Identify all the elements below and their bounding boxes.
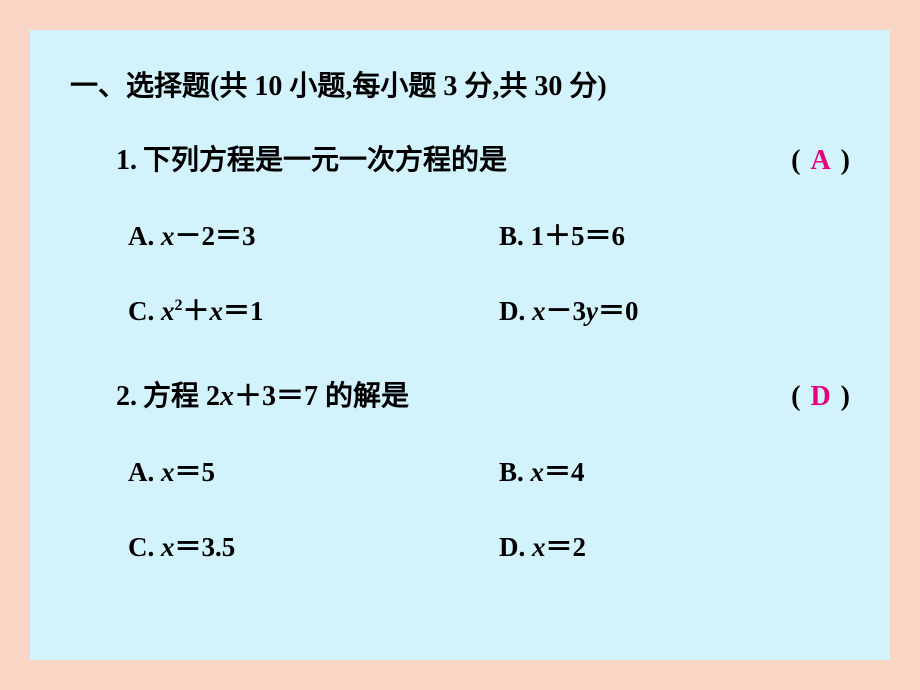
paren-open: (: [791, 381, 800, 413]
option-expr: x＝5: [161, 457, 215, 487]
question-1-answer: A: [800, 145, 840, 177]
question-1-option-a: A. x－2＝3: [128, 214, 479, 253]
question-1-number: 1.: [116, 145, 137, 177]
paren-close: ): [841, 145, 850, 177]
option-label: C.: [128, 296, 154, 326]
option-expr: x－2＝3: [161, 221, 256, 251]
option-expr: x＝2: [532, 532, 586, 562]
question-1-options: A. x－2＝3 B. 1＋5＝6 C. x2＋x＝1 D. x－3y＝0: [128, 214, 850, 328]
option-label: A.: [128, 457, 154, 487]
question-2-answer: D: [800, 381, 840, 413]
paren-open: (: [791, 145, 800, 177]
option-expr: x2＋x＝1: [161, 296, 264, 326]
question-2: 2. 方程 2x＋3＝7 的解是 ( D ) A. x＝5 B. x＝4 C. …: [116, 374, 850, 564]
question-2-option-d: D. x＝2: [499, 525, 850, 564]
question-2-stem: 2. 方程 2x＋3＝7 的解是 ( D ): [116, 374, 850, 414]
slide-page: 一、选择题(共 10 小题,每小题 3 分,共 30 分) 1. 下列方程是一元…: [30, 30, 890, 660]
question-1-stem: 1. 下列方程是一元一次方程的是 ( A ): [116, 138, 850, 178]
question-1-option-c: C. x2＋x＝1: [128, 289, 479, 328]
question-1: 1. 下列方程是一元一次方程的是 ( A ) A. x－2＝3 B. 1＋5＝6…: [116, 138, 850, 328]
question-1-option-b: B. 1＋5＝6: [499, 214, 850, 253]
option-expr: 1＋5＝6: [531, 221, 626, 251]
option-label: B.: [499, 221, 524, 251]
question-2-option-c: C. x＝3.5: [128, 525, 479, 564]
option-expr: x－3y＝0: [532, 296, 638, 326]
paren-close: ): [841, 381, 850, 413]
section-header: 一、选择题(共 10 小题,每小题 3 分,共 30 分): [70, 64, 850, 104]
question-1-option-d: D. x－3y＝0: [499, 289, 850, 328]
option-label: A.: [128, 221, 154, 251]
option-label: D.: [499, 532, 525, 562]
question-2-option-a: A. x＝5: [128, 450, 479, 489]
question-1-text: 下列方程是一元一次方程的是: [143, 138, 507, 178]
question-2-option-b: B. x＝4: [499, 450, 850, 489]
option-label: D.: [499, 296, 525, 326]
question-1-answer-bracket: ( A ): [791, 145, 850, 177]
option-expr: x＝4: [531, 457, 585, 487]
option-label: B.: [499, 457, 524, 487]
question-2-number: 2.: [116, 381, 137, 413]
question-2-answer-bracket: ( D ): [791, 381, 850, 413]
option-label: C.: [128, 532, 154, 562]
question-2-text: 方程 2x＋3＝7 的解是: [143, 374, 409, 414]
question-2-options: A. x＝5 B. x＝4 C. x＝3.5 D. x＝2: [128, 450, 850, 564]
option-expr: x＝3.5: [161, 532, 235, 562]
